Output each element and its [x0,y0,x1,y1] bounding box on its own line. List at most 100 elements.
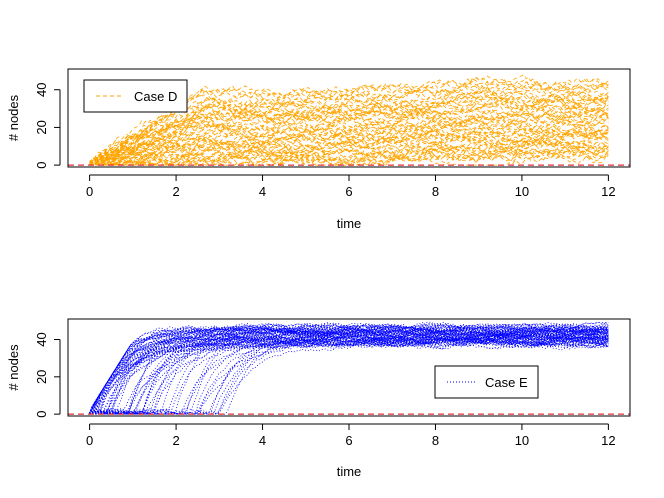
trajectory-line [89,93,609,166]
trajectory-line [89,92,609,165]
y-tick-label: 0 [34,161,49,168]
x-axis-label: time [337,464,362,479]
trajectory-line [89,337,609,415]
trajectory-line [89,323,609,414]
trajectory-line [89,95,609,166]
y-tick-label: 20 [34,120,49,134]
trajectory-line [89,86,609,166]
trajectory-line [89,324,609,415]
legend-box [434,365,539,399]
x-tick-label: 0 [86,184,93,199]
legend-label-case-e: Case E [485,375,528,390]
trajectory-line [89,78,609,165]
legend: Case E [434,365,539,399]
trajectory-line [89,143,609,166]
trajectory-layer [89,74,609,166]
trajectory-line [89,116,609,166]
trajectory-line [89,324,609,415]
x-tick-label: 2 [172,184,179,199]
x-tick-label: 6 [345,433,352,448]
trajectory-line [89,336,609,415]
x-tick-label: 12 [601,184,615,199]
trajectory-line [89,81,609,163]
trajectory-line [89,131,609,166]
trajectory-line [89,329,609,415]
trajectory-line [89,148,609,166]
trajectory-line [89,80,609,166]
chart-panel-case-d: 0 20 40 0 2 4 6 8 10 12 time # nodes Case D [6,68,631,231]
x-axis-label: time [337,216,362,231]
trajectory-line [89,332,609,415]
trajectory-line [89,102,609,166]
trajectory-line [89,337,609,415]
trajectory-line [89,124,609,163]
trajectory-line [89,130,609,166]
trajectory-line [89,104,609,166]
x-tick-label: 8 [432,184,439,199]
trajectory-line [89,118,609,165]
trajectory-line [89,96,609,166]
trajectory-line [89,321,609,415]
trajectory-line [89,88,609,165]
trajectory-line [89,140,609,166]
trajectory-line [89,340,609,415]
x-tick-label: 8 [432,433,439,448]
x-tick-label: 0 [86,433,93,448]
trajectory-line [89,325,609,415]
trajectory-line [89,337,609,415]
trajectory-line [89,89,609,166]
trajectory-line [89,112,609,166]
y-axis-label: # nodes [6,94,21,141]
trajectory-line [89,109,609,165]
trajectory-line [89,120,609,166]
legend-box [83,79,188,113]
x-axis: 0 2 4 6 8 10 12 [86,174,616,199]
trajectory-line [89,322,609,415]
x-tick-label: 4 [259,184,266,199]
trajectory-line [89,125,609,165]
legend-label-case-d: Case D [134,89,177,104]
trajectory-line [89,95,609,166]
trajectory-line [89,150,609,166]
y-tick-label: 40 [34,82,49,96]
trajectory-line [89,336,609,414]
trajectory-line [89,326,609,415]
x-tick-label: 12 [601,433,615,448]
trajectory-line [89,139,609,166]
trajectory-line [89,331,609,415]
trajectory-line [89,339,609,415]
legend: Case D [83,79,188,113]
y-axis: 0 20 40 [34,82,61,169]
trajectory-line [89,133,609,166]
trajectory-line [89,335,609,415]
trajectory-line [89,119,609,164]
y-tick-label: 20 [34,370,49,384]
trajectory-line [89,330,609,415]
x-tick-label: 10 [515,433,529,448]
plot-frame [67,68,631,168]
x-axis: 0 2 4 6 8 10 12 [86,423,616,448]
trajectory-line [89,335,609,415]
trajectory-line [89,106,609,165]
trajectory-line [89,337,609,415]
trajectory-line [89,130,609,166]
trajectory-line [89,115,609,166]
trajectory-line [89,325,609,414]
trajectory-line [89,137,609,166]
trajectory-line [89,322,609,415]
x-tick-label: 4 [259,433,266,448]
x-tick-label: 10 [515,184,529,199]
x-tick-label: 6 [345,184,352,199]
trajectory-layer [89,321,609,415]
trajectory-line [89,330,609,415]
trajectory-line [89,134,609,166]
y-axis-label: # nodes [6,344,21,391]
plot-frame [67,318,631,417]
trajectory-line [89,109,609,166]
y-tick-label: 40 [34,332,49,346]
y-tick-label: 0 [34,411,49,418]
y-axis: 0 20 40 [34,332,61,418]
trajectory-line [89,328,609,415]
